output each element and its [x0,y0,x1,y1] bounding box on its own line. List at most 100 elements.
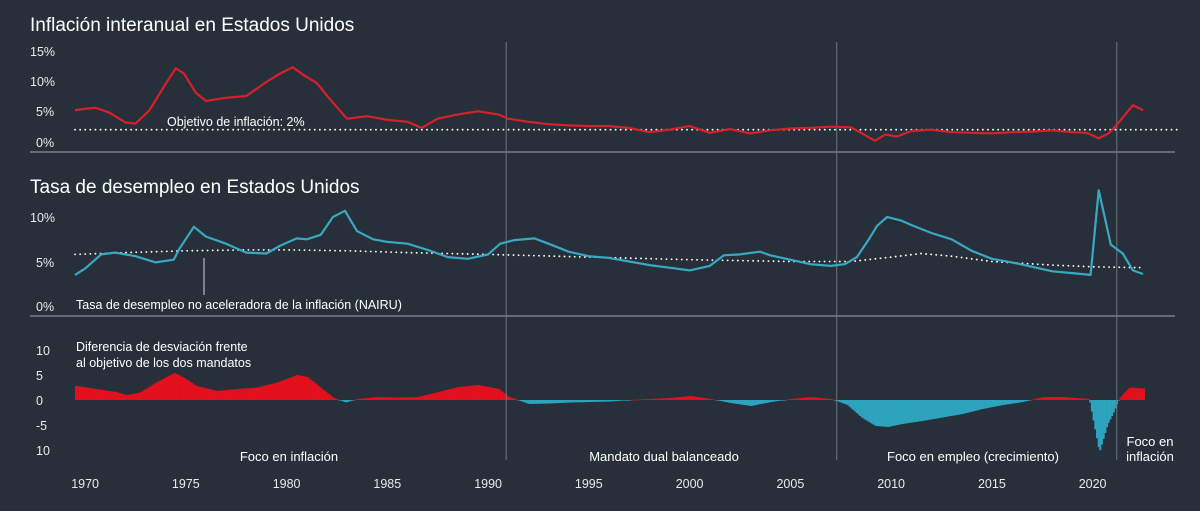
gap-bar-positive [1077,398,1080,400]
gap-bar-negative [872,400,875,425]
gap-bar-negative [956,400,959,415]
gap-bar-negative [729,400,732,403]
x-tick-label: 1990 [474,477,502,491]
gap-bar-negative [1104,400,1107,433]
gap-bar-negative [595,400,598,402]
gap-bar-positive [652,398,655,400]
gap-bar-positive [661,398,664,400]
gap-bar-positive [687,396,690,400]
gap-bar-positive [399,397,402,400]
gap-bar-positive [1050,397,1053,400]
gap-bar-positive [511,398,514,400]
gap-bar-negative [602,400,605,402]
gap-bar-negative [756,400,759,405]
gap-bar-negative [526,400,529,404]
gap-bar-positive [234,389,237,400]
gap-bar-positive [153,383,156,400]
gap-bar-positive [231,389,234,400]
gap-bar-positive [666,398,669,400]
gap-bar-positive [703,398,705,400]
gap-bar-positive [1143,388,1145,400]
gap-bar-positive [113,391,116,400]
gap-bar-negative [1005,400,1008,405]
gap-bar-positive [226,390,229,400]
gap-bar-negative [879,400,882,427]
gap-bar-positive [478,385,480,400]
gap-bar-positive [160,379,163,400]
gap-bar-negative [582,400,585,403]
gap-bar-positive [389,397,391,400]
gap-bar-positive [164,378,166,400]
gap-bar-positive [699,397,702,400]
gap-bar-negative [560,400,563,403]
gap-bar-negative [983,400,986,409]
gap-bar-positive [242,388,245,400]
gap-bar-positive [313,382,316,400]
gap-bar-positive [682,396,685,400]
gap-bar-negative [585,400,588,403]
gap-bar-positive [830,399,833,400]
gap-bar-positive [315,383,318,400]
gap-bar-negative [934,400,937,419]
gap-bar-positive [1124,392,1127,400]
gap-bar-positive [268,384,271,400]
gap-bar-positive [373,397,376,400]
gap-bar-positive [190,382,193,400]
gap-bar-negative [923,400,925,421]
gap-bar-positive [815,397,818,400]
gap-bar-negative [995,400,998,407]
gap-bar-negative [877,400,880,427]
gap-bar-positive [284,379,287,400]
gap-bar-negative [345,400,348,403]
gap-bar-positive [98,389,101,400]
gap-bar-positive [261,386,264,400]
gap-bar-negative [849,400,852,408]
gap-bar-positive [397,397,400,400]
gap-bar-positive [503,393,506,400]
gap-bar-positive [667,398,670,400]
gap-bar-positive [439,391,442,400]
gap-bar-negative [1012,400,1014,404]
gap-bar-negative [976,400,979,411]
gap-bar-negative [965,400,967,414]
gap-bar-positive [1132,387,1135,400]
gap-bar-negative [535,400,538,404]
gap-bar-negative [736,400,739,404]
gap-bar-positive [1043,397,1046,400]
gap-bar-positive [486,386,489,400]
gap-bar-positive [506,395,509,400]
gap-bar-positive [651,398,653,400]
gap-bar-positive [150,385,153,400]
gap-bar-negative [1020,400,1023,403]
gap-y-tick: 10 [36,444,50,458]
gap-bar-negative [350,400,353,401]
gap-bar-positive [466,386,469,400]
gap-bar-positive [259,386,262,400]
gap-bar-positive [662,398,665,400]
gap-bar-negative [944,400,947,417]
gap-bar-positive [256,387,259,400]
gap-bar-positive [246,388,249,400]
gap-bar-positive [714,400,717,401]
gap-bar-positive [333,398,336,400]
gap-bar-positive [813,397,816,400]
gap-bar-positive [90,388,93,400]
gap-bar-positive [91,388,94,400]
gap-bar-negative [968,400,971,413]
gap-bar-negative [751,400,754,406]
gap-bar-positive [515,399,517,400]
gap-bar-negative [837,400,840,402]
gap-bar-negative [951,400,954,416]
gap-bar-positive [461,386,464,400]
gap-bar-negative [854,400,857,412]
gap-bar-positive [300,375,302,400]
gap-bar-positive [464,386,467,400]
gap-bar-positive [708,398,711,400]
gap-bar-negative [1096,400,1098,439]
gap-bar-negative [520,400,522,402]
gap-bar-positive [320,387,323,400]
gap-bar-positive [264,385,267,400]
gap-bar-positive [372,397,375,400]
gap-bar-positive [672,397,675,400]
gap-bar-positive [1072,397,1075,400]
